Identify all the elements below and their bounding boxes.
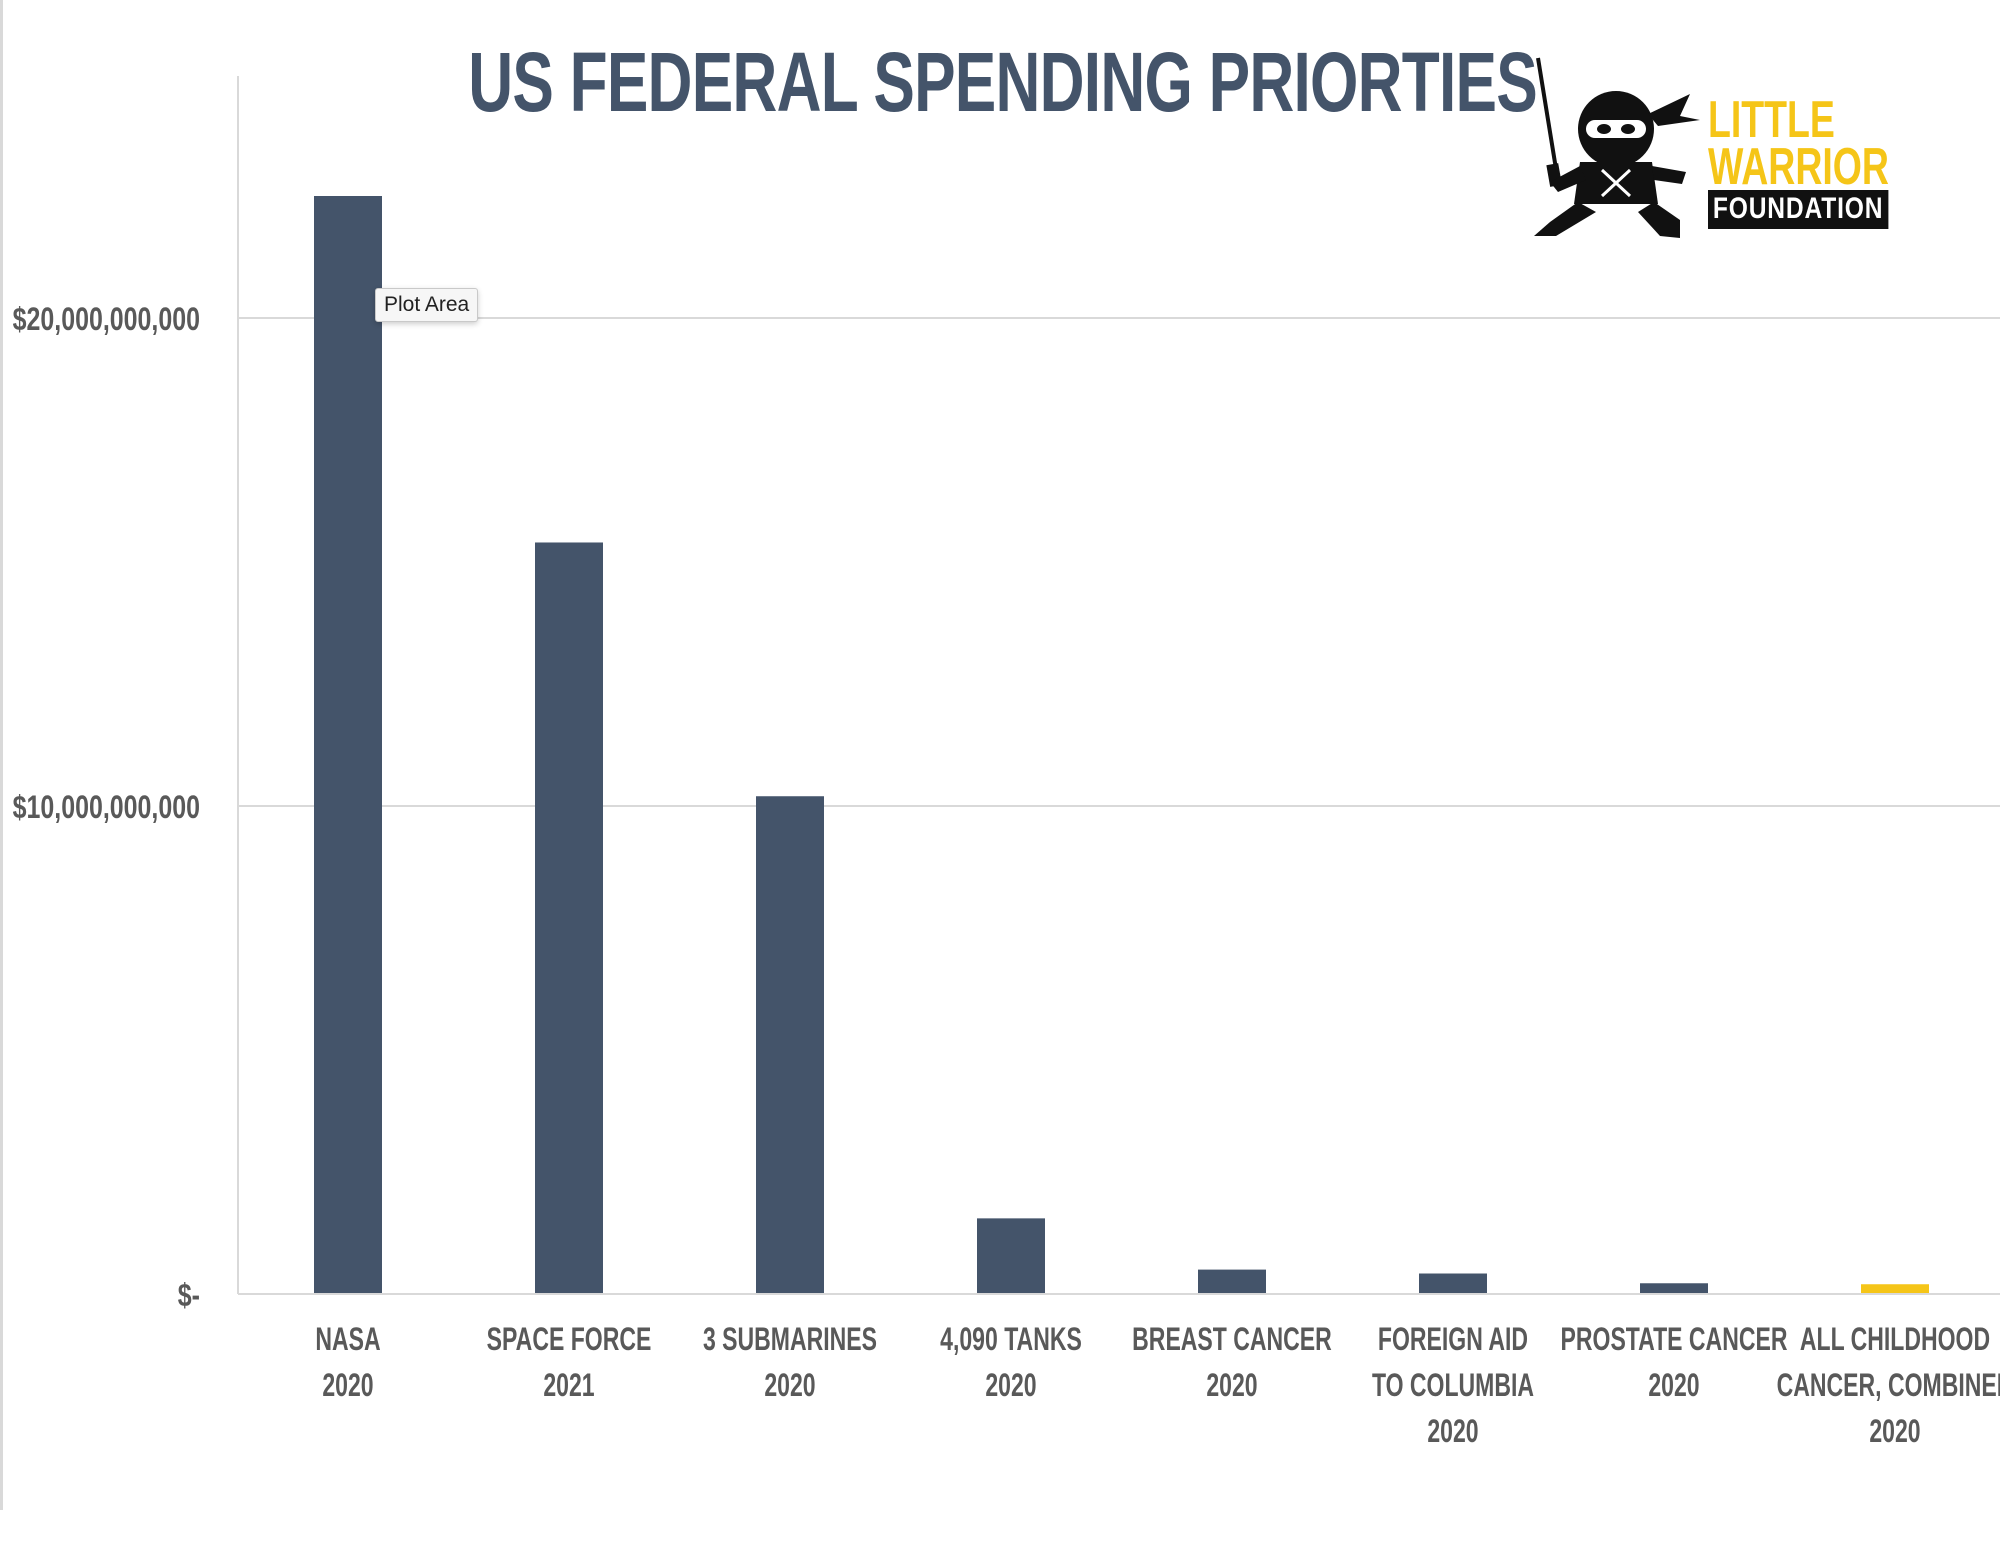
- plot-area-tooltip: Plot Area: [375, 288, 479, 322]
- little-warrior-logo: LITTLE WARRIOR FOUNDATION: [1530, 54, 1890, 244]
- y-tick-label: $10,000,000,000: [13, 790, 200, 826]
- logo-text-little: LITTLE: [1708, 91, 1835, 149]
- x-category-label: 3 SUBMARINES: [703, 1321, 877, 1357]
- x-category-label: 2020: [1648, 1367, 1699, 1403]
- bar[interactable]: [977, 1218, 1045, 1294]
- x-category-label: TO COLUMBIA: [1372, 1367, 1534, 1403]
- x-category-label: SPACE FORCE: [487, 1321, 652, 1357]
- bar[interactable]: [1861, 1284, 1929, 1294]
- bar[interactable]: [1198, 1269, 1266, 1294]
- x-category-label: 2020: [1206, 1367, 1257, 1403]
- x-category-label: CANCER, COMBINED: [1777, 1367, 2000, 1403]
- y-tick-label: $20,000,000,000: [13, 302, 200, 338]
- x-category-label: ALL CHILDHOOD: [1800, 1321, 1990, 1357]
- ninja-icon: [1534, 57, 1700, 238]
- x-category-label: 2020: [985, 1367, 1036, 1403]
- x-category-label: FOREIGN AID: [1378, 1321, 1528, 1357]
- x-category-label: BREAST CANCER: [1132, 1321, 1332, 1357]
- bar[interactable]: [314, 196, 382, 1294]
- x-category-label: 2020: [1869, 1413, 1920, 1449]
- x-category-label: 2021: [543, 1367, 594, 1403]
- chart-title: US FEDERAL SPENDING PRIORTIES: [468, 35, 1538, 129]
- bar[interactable]: [1640, 1283, 1708, 1294]
- window-edge: [0, 0, 3, 1510]
- y-tick-label: $-: [178, 1278, 200, 1314]
- logo-text-foundation: FOUNDATION: [1708, 190, 1889, 229]
- bar[interactable]: [535, 542, 603, 1294]
- bar[interactable]: [756, 796, 824, 1294]
- x-category-label: 4,090 TANKS: [940, 1321, 1082, 1357]
- x-category-label: 2020: [764, 1367, 815, 1403]
- bar[interactable]: [1419, 1273, 1487, 1294]
- logo-text-warrior: WARRIOR: [1708, 138, 1889, 196]
- x-category-label: PROSTATE CANCER: [1561, 1321, 1788, 1357]
- x-category-label: 2020: [1427, 1413, 1478, 1449]
- x-category-label: 2020: [322, 1367, 373, 1403]
- x-category-label: NASA: [315, 1321, 380, 1357]
